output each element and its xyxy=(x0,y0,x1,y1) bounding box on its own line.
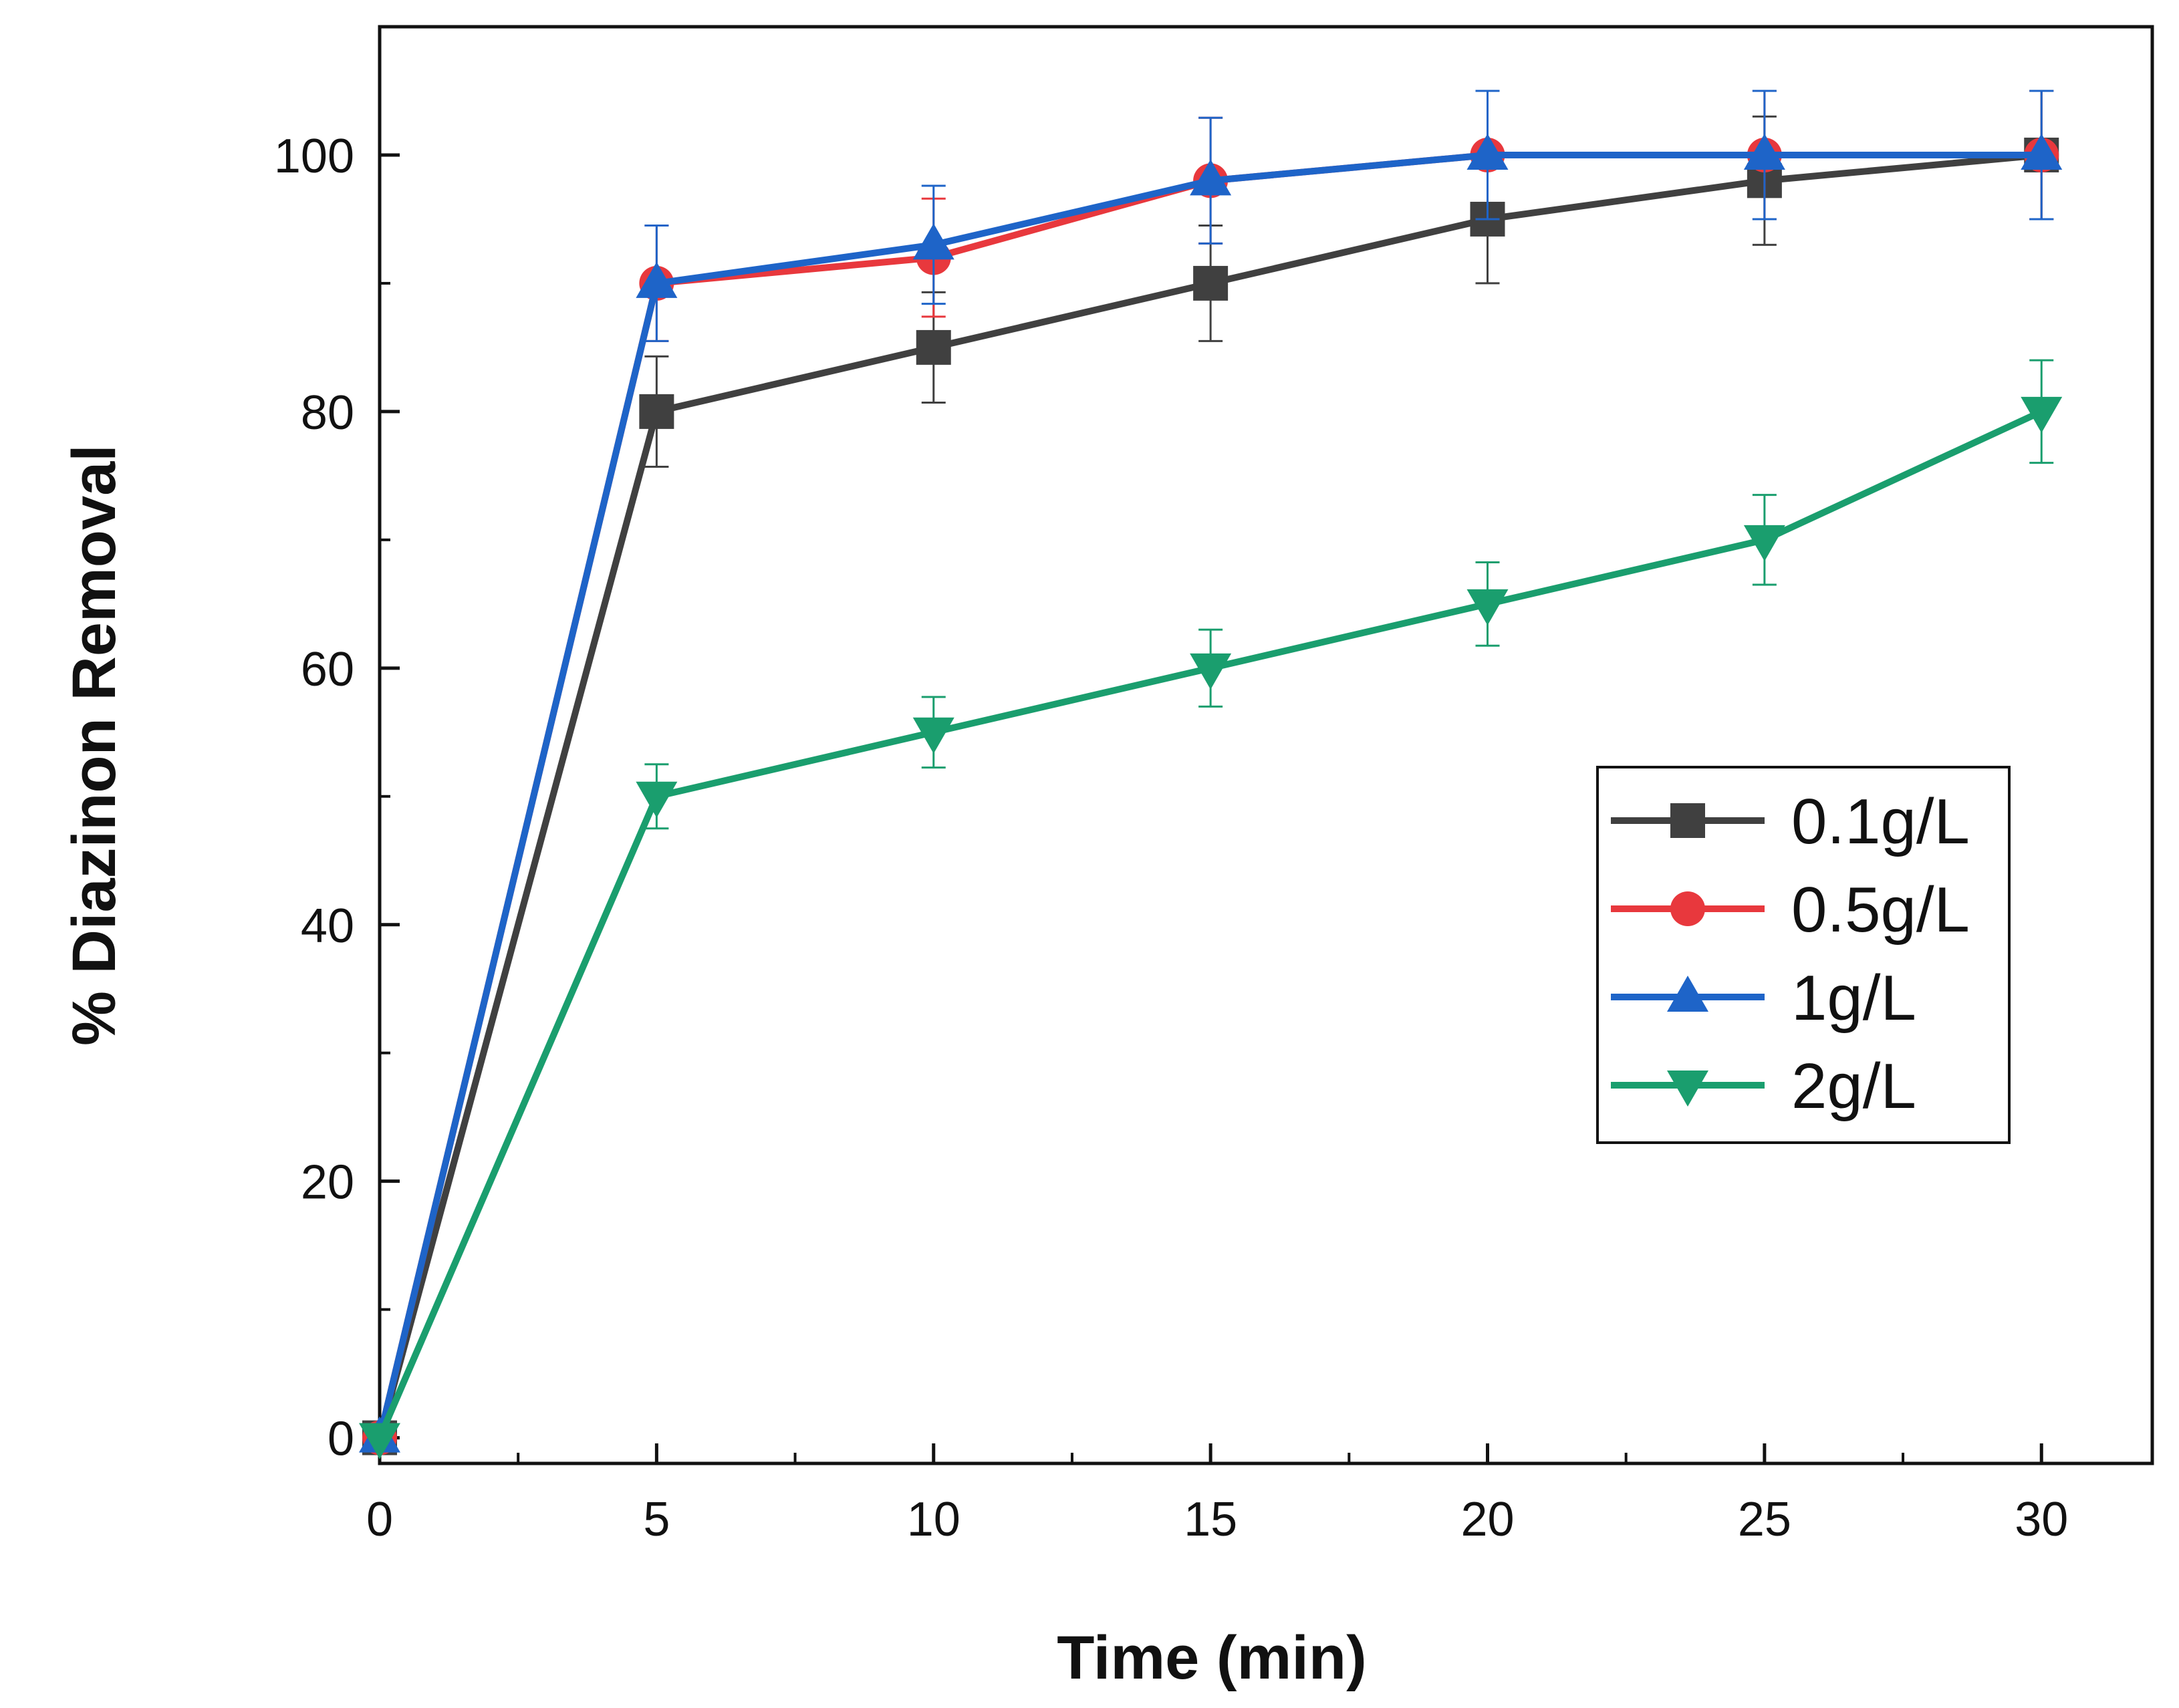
x-tick-label: 20 xyxy=(1460,1493,1514,1546)
x-tick-label: 30 xyxy=(2015,1493,2068,1546)
x-tick-label: 15 xyxy=(1184,1493,1237,1546)
y-tick-label: 20 xyxy=(301,1156,354,1209)
y-tick-label: 60 xyxy=(301,643,354,696)
legend-entry: 0.1g/L xyxy=(1611,786,1970,857)
legend-label: 2g/L xyxy=(1791,1050,1916,1122)
y-axis-ticks: 0 20 40 60 80 100 xyxy=(274,130,400,1466)
data-point xyxy=(2021,396,2063,433)
data-point xyxy=(639,394,674,429)
legend-marker xyxy=(1670,803,1705,838)
data-point xyxy=(916,329,951,365)
x-tick-label: 25 xyxy=(1738,1493,1791,1546)
legend-label: 0.1g/L xyxy=(1791,786,1970,857)
series-layer xyxy=(359,90,2063,1459)
legend-marker xyxy=(1670,891,1705,926)
series-1g/L xyxy=(359,90,2063,1453)
y-axis-title: % Diazinon Removal xyxy=(60,444,128,1046)
plot-frame xyxy=(378,25,2154,1465)
x-axis-title: Time (min) xyxy=(1057,1624,1366,1692)
legend: 0.1g/L 0.5g/L 1g/L 2g/L xyxy=(1596,766,2011,1144)
x-tick-label: 0 xyxy=(366,1493,393,1546)
legend-box xyxy=(1596,766,2011,1144)
x-tick-label: 5 xyxy=(643,1493,670,1546)
legend-entry: 1g/L xyxy=(1611,962,1916,1034)
legend-label: 0.5g/L xyxy=(1791,874,1970,946)
series-2g/L xyxy=(359,359,2063,1459)
data-point xyxy=(1743,525,1785,561)
data-point xyxy=(2021,133,2063,170)
legend-entry: 2g/L xyxy=(1611,1050,1916,1122)
data-point xyxy=(1193,265,1229,301)
data-point xyxy=(636,261,678,298)
legend-marker xyxy=(1667,1071,1708,1107)
data-point xyxy=(1190,159,1232,196)
data-point xyxy=(636,781,678,818)
data-point xyxy=(912,717,954,754)
y-tick-label: 40 xyxy=(301,899,354,953)
y-tick-label: 100 xyxy=(274,130,354,183)
legend-label: 1g/L xyxy=(1791,962,1916,1034)
data-point xyxy=(359,1423,400,1459)
data-point xyxy=(1466,133,1509,170)
legend-marker xyxy=(1667,976,1708,1012)
y-tick-label: 80 xyxy=(301,386,354,440)
data-point xyxy=(912,223,954,260)
data-point xyxy=(1743,133,1785,170)
x-tick-label: 10 xyxy=(907,1493,960,1546)
data-point xyxy=(1190,653,1232,690)
x-axis-ticks: 0 5 10 15 20 25 30 xyxy=(366,1443,2068,1546)
data-point xyxy=(1466,589,1509,625)
legend-entry: 0.5g/L xyxy=(1611,874,1970,946)
y-tick-label: 0 xyxy=(328,1413,354,1466)
